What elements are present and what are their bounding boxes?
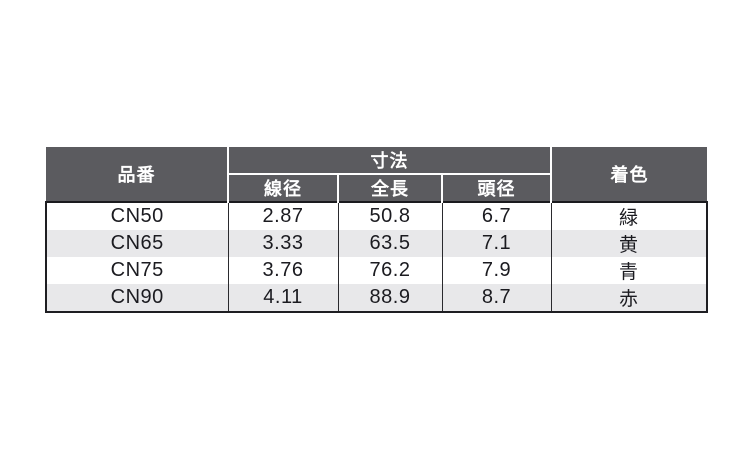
- col-header-part-number: 品番: [46, 147, 229, 202]
- cell-coloring: 赤: [550, 284, 709, 313]
- cell-wire-diameter: 2.87: [227, 201, 338, 230]
- cell-wire-diameter: 3.76: [227, 257, 338, 284]
- cell-wire-diameter: 4.11: [227, 284, 338, 313]
- cell-wire-diameter: 3.33: [227, 230, 338, 257]
- table-row-cn90: CN90 4.11 88.9 8.7 赤: [45, 284, 709, 313]
- col-group-header-dimensions: 寸法: [228, 147, 552, 175]
- spec-table-body: CN50 2.87 50.8 6.7 緑 CN65 3.33 63.5 7.1 …: [45, 201, 709, 313]
- cell-part-number: CN65: [45, 230, 228, 257]
- table-row-cn50: CN50 2.87 50.8 6.7 緑: [45, 201, 709, 230]
- cell-part-number: CN90: [45, 284, 228, 313]
- col-header-wire-diameter: 線径: [228, 174, 339, 202]
- cell-coloring: 青: [550, 257, 709, 284]
- cell-part-number: CN50: [45, 201, 228, 230]
- col-header-coloring: 着色: [550, 147, 708, 202]
- cell-overall-length: 50.8: [337, 201, 442, 230]
- cell-head-diameter: 7.1: [441, 230, 552, 257]
- spec-table-header: 品番 寸法 着色 線径 全長 頭径: [46, 147, 708, 202]
- col-header-head-diameter: 頭径: [442, 174, 552, 202]
- cell-overall-length: 88.9: [337, 284, 442, 313]
- col-header-overall-length: 全長: [338, 174, 443, 202]
- cell-coloring: 黄: [550, 230, 709, 257]
- cell-head-diameter: 7.9: [441, 257, 552, 284]
- cell-overall-length: 63.5: [337, 230, 442, 257]
- cell-overall-length: 76.2: [337, 257, 442, 284]
- table-row-cn65: CN65 3.33 63.5 7.1 黄: [45, 230, 709, 257]
- table-row-cn75: CN75 3.76 76.2 7.9 青: [45, 257, 709, 284]
- cell-coloring: 緑: [550, 201, 709, 230]
- cell-part-number: CN75: [45, 257, 228, 284]
- cell-head-diameter: 6.7: [441, 201, 552, 230]
- cell-head-diameter: 8.7: [441, 284, 552, 313]
- spec-table: 品番 寸法 着色 線径 全長 頭径 CN50 2.87 50.8 6.7 緑 C…: [45, 147, 709, 313]
